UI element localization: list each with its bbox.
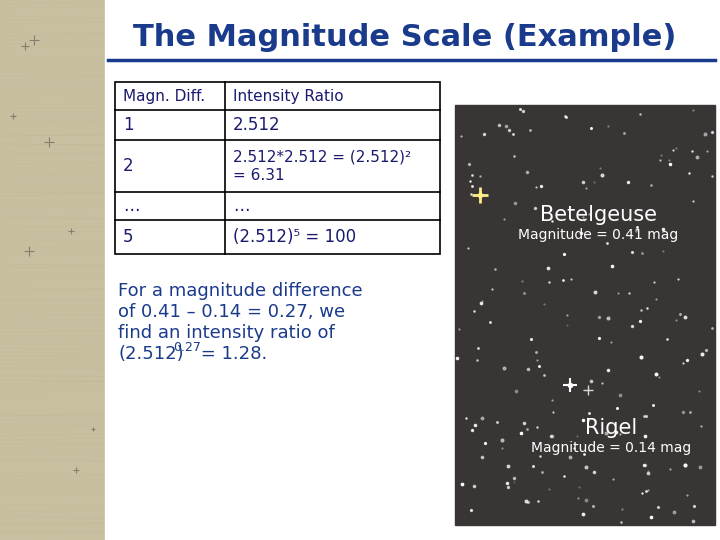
Text: (2.512): (2.512) xyxy=(118,345,184,363)
Text: 1: 1 xyxy=(123,116,134,134)
Bar xyxy=(0,0,105,540)
Text: (2.512)⁵ = 100: (2.512)⁵ = 100 xyxy=(233,228,356,246)
Text: 5: 5 xyxy=(123,228,133,246)
Bar xyxy=(105,0,720,540)
Text: find an intensity ratio of: find an intensity ratio of xyxy=(118,324,335,342)
Text: For a magnitude difference: For a magnitude difference xyxy=(118,282,363,300)
Bar xyxy=(455,105,715,525)
Text: Betelgeuse: Betelgeuse xyxy=(539,205,657,225)
Text: 2.512: 2.512 xyxy=(233,116,281,134)
Text: of 0.41 – 0.14 = 0.27, we: of 0.41 – 0.14 = 0.27, we xyxy=(118,303,345,321)
Text: = 6.31: = 6.31 xyxy=(233,167,284,183)
Text: Intensity Ratio: Intensity Ratio xyxy=(233,89,343,104)
Text: Magn. Diff.: Magn. Diff. xyxy=(123,89,205,104)
Text: 2: 2 xyxy=(123,157,134,175)
Text: The Magnitude Scale (Example): The Magnitude Scale (Example) xyxy=(133,24,677,52)
Text: Rigel: Rigel xyxy=(585,418,637,438)
Text: …: … xyxy=(123,197,140,215)
Text: 2.512*2.512 = (2.512)²: 2.512*2.512 = (2.512)² xyxy=(233,150,411,165)
Text: = 1.28.: = 1.28. xyxy=(195,345,267,363)
Text: 0.27: 0.27 xyxy=(173,341,201,354)
Text: …: … xyxy=(233,197,250,215)
Text: Magnitude = 0.14 mag: Magnitude = 0.14 mag xyxy=(531,441,691,455)
Text: Magnitude = 0.41 mag: Magnitude = 0.41 mag xyxy=(518,228,678,242)
Bar xyxy=(115,82,440,254)
